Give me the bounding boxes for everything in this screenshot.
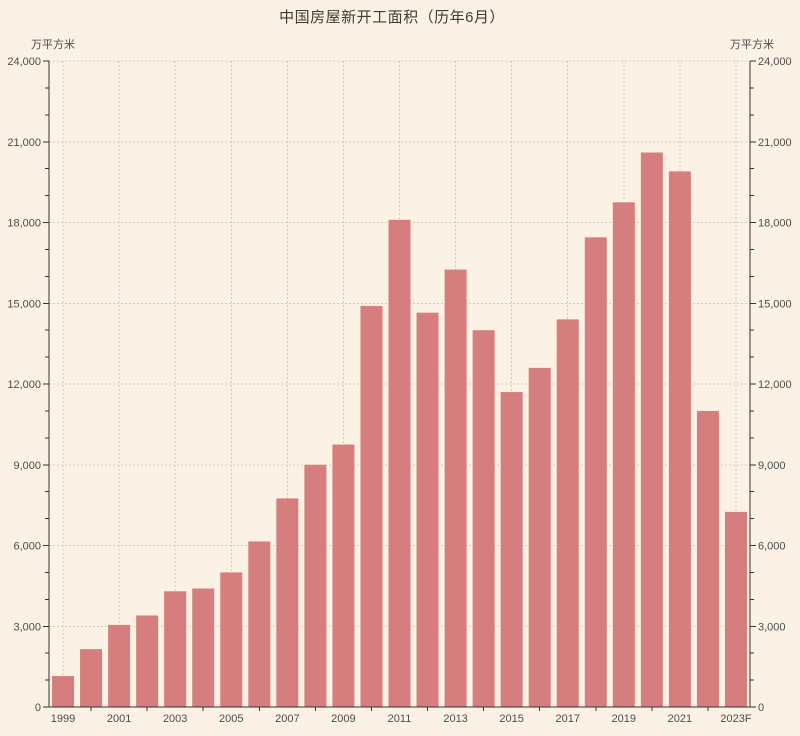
bar-2022 [696, 410, 719, 707]
x-tick-label: 2017 [555, 713, 579, 725]
bar-2008 [304, 464, 327, 707]
x-tick-label: 2007 [275, 713, 299, 725]
bar-2009 [332, 444, 355, 707]
x-tick-label: 2013 [443, 713, 467, 725]
x-tick-label: 2005 [219, 713, 243, 725]
right-axis-unit-label: 万平方米 [730, 39, 774, 51]
bar-2002 [136, 615, 159, 707]
bar-2023F [724, 511, 747, 707]
chart-title: 中国房屋新开工面积（历年6月） [279, 9, 505, 26]
left-axis-unit-label: 万平方米 [31, 39, 75, 51]
left-y-tick-label: 21,000 [7, 137, 41, 149]
bar-2013 [444, 269, 467, 707]
x-tick-label: 2019 [612, 713, 636, 725]
x-tick-label: 2003 [163, 713, 187, 725]
left-y-tick-label: 9,000 [13, 460, 41, 472]
x-tick-label: 2015 [499, 713, 523, 725]
left-y-tick-label: 12,000 [7, 379, 41, 391]
x-tick-label: 2001 [107, 713, 131, 725]
right-y-tick-label: 21,000 [758, 137, 792, 149]
bar-1999 [52, 676, 75, 707]
bar-2001 [108, 624, 131, 707]
left-y-tick-label: 18,000 [7, 218, 41, 230]
left-y-tick-label: 0 [35, 702, 41, 714]
bar-2020 [640, 152, 663, 707]
bar-2018 [584, 237, 607, 708]
bar-2014 [472, 330, 495, 707]
right-y-tick-label: 0 [758, 702, 764, 714]
left-y-tick-label: 15,000 [7, 298, 41, 310]
bar-2004 [192, 588, 215, 707]
bar-2017 [556, 319, 579, 707]
right-y-tick-label: 6,000 [758, 541, 786, 553]
right-y-tick-label: 3,000 [758, 621, 786, 633]
bar-2000 [80, 649, 103, 707]
bar-2011 [388, 219, 411, 707]
bar-2006 [248, 541, 271, 707]
x-tick-label: 2023F [720, 713, 751, 725]
bar-2016 [528, 367, 551, 707]
bar-2019 [612, 202, 635, 707]
right-y-tick-label: 12,000 [758, 379, 792, 391]
right-y-tick-label: 18,000 [758, 218, 792, 230]
left-y-tick-label: 3,000 [13, 621, 41, 633]
x-tick-label: 1999 [51, 713, 75, 725]
right-y-tick-label: 24,000 [758, 56, 792, 68]
left-y-tick-label: 6,000 [13, 541, 41, 553]
bar-2003 [164, 591, 187, 707]
bar-2021 [668, 171, 691, 708]
x-tick-label: 2011 [388, 713, 412, 725]
x-tick-label: 2021 [668, 713, 692, 725]
right-y-tick-label: 9,000 [758, 460, 786, 472]
bar-2010 [360, 305, 383, 707]
bar-2005 [220, 572, 243, 707]
bar-2007 [276, 498, 299, 707]
left-y-tick-label: 24,000 [7, 56, 41, 68]
bar-2012 [416, 312, 439, 707]
bar-2015 [500, 392, 523, 707]
x-tick-label: 2009 [331, 713, 355, 725]
right-y-tick-label: 15,000 [758, 298, 792, 310]
